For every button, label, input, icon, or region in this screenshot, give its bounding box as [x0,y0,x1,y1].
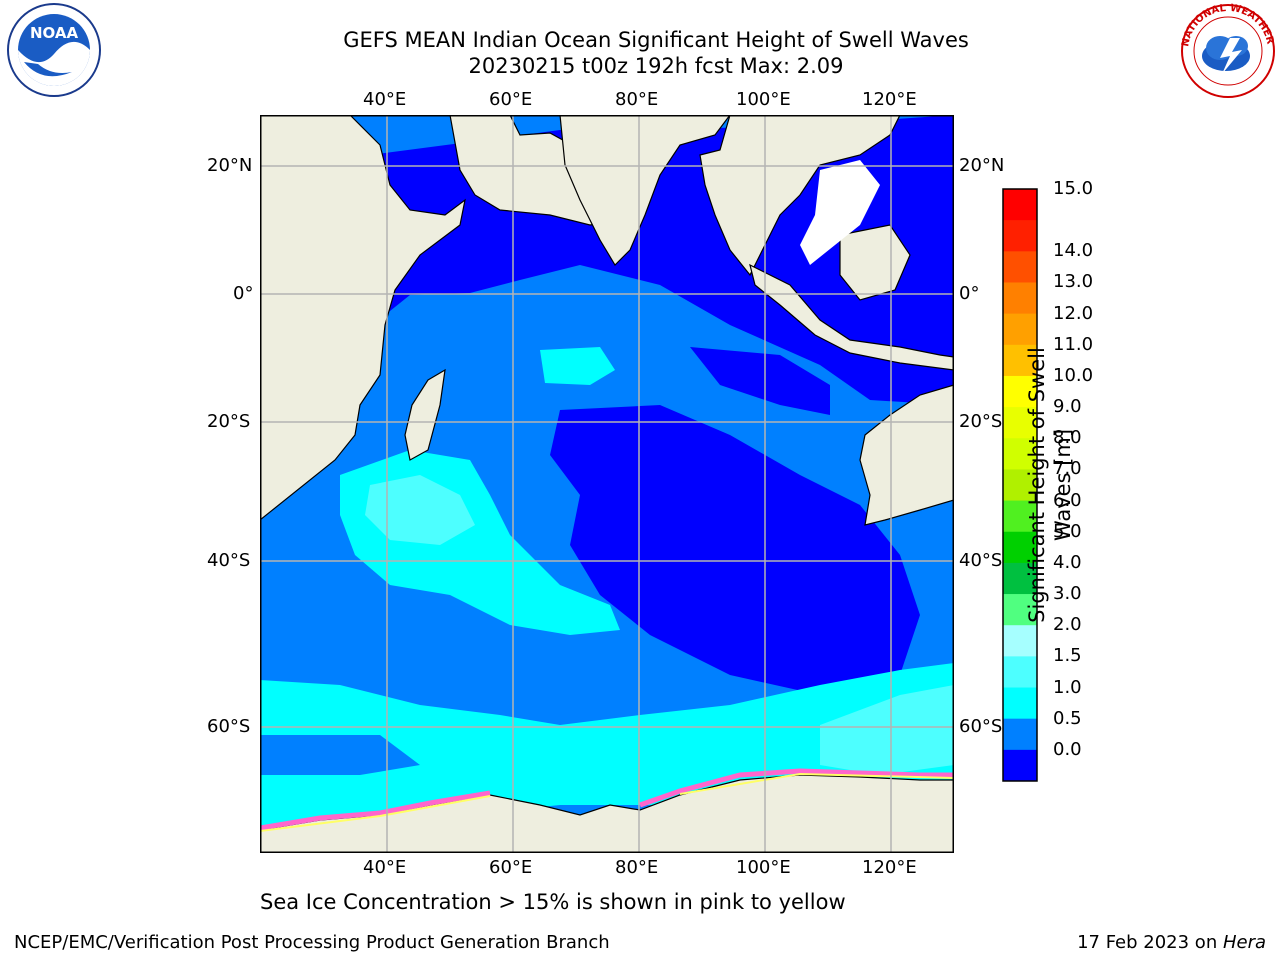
swell-patch-0-5-1-0-south [260,735,420,775]
colorbar-tick-label: 10.0 [1053,364,1094,386]
colorbar-tick-label: 14.0 [1053,240,1094,262]
lat-label-left: 20°N [207,155,253,176]
colorbar-tick-label: 2.0 [1053,614,1082,636]
lat-label-right: 60°S [959,716,1003,737]
colorbar-segment [1003,469,1037,502]
colorbar-segment [1003,749,1037,782]
lon-label-bottom: 100°E [736,857,791,878]
colorbar-tick-label: 13.0 [1053,271,1094,293]
colorbar-segment [1003,625,1037,657]
lon-label-top: 80°E [615,89,659,110]
lat-label-right: 20°S [959,411,1003,432]
sea-ice-fringe-east [639,768,954,808]
colorbar-tick-label: 1.5 [1053,645,1082,667]
sea-ice-fringe-west [260,790,491,831]
land-india [559,115,731,266]
swell-patch-1-0-1-5-north [540,347,615,385]
land-madagascar [404,368,446,461]
colorbar-segment [1003,562,1037,595]
lon-label-bottom: 80°E [615,857,659,878]
map-subtitle: 20230215 t00z 192h fcst Max: 2.09 [468,54,844,78]
colorbar-segment [1003,344,1037,377]
sea-ice-caption: Sea Ice Concentration > 15% is shown in … [260,890,846,914]
colorbar-tick-label: 6.0 [1053,489,1082,511]
lat-label-right: 0° [959,283,980,304]
missing-data-patch [800,160,880,265]
colorbar-segment [1003,282,1037,315]
lon-label-bottom: 60°E [489,857,533,878]
lon-label-top: 100°E [736,89,791,110]
colorbar-tick-label: 3.0 [1053,583,1082,605]
colorbar-tick-label: 12.0 [1053,302,1094,324]
lon-label-top: 120°E [862,89,917,110]
colorbar-tick-label: 9.0 [1053,396,1082,418]
colorbar-title-line1: Significant Height of Swell [1025,347,1049,623]
colorbar-segment [1003,220,1037,252]
map-title: GEFS MEAN Indian Ocean Significant Heigh… [343,28,969,52]
map-border [260,115,954,853]
lat-label-left: 20°S [207,411,251,432]
colorbar-tick-label: 0.0 [1053,738,1082,760]
colorbar-tick-label: 15.0 [1053,178,1094,199]
colorbar-segment [1003,500,1037,533]
colorbar-tick-label: 8.0 [1053,427,1082,449]
colorbar-tick-label: 4.0 [1053,551,1082,573]
swell-patch-0-0-5 [690,347,830,415]
swell-band-0-0-5-central [550,405,920,695]
lat-label-left: 40°S [207,550,251,571]
colorbar [1002,188,1038,782]
colorbar-tick-label: 0.5 [1053,707,1082,729]
lat-label-right: 40°S [959,550,1003,571]
sea-ice-yellow-west [260,795,491,832]
swell-height-map [260,115,954,853]
colorbar-segment [1003,656,1037,689]
footer-date: 17 Feb 2023 on Hera [1077,932,1266,953]
footer-date-text: 17 Feb 2023 on [1077,932,1223,953]
colorbar-segment [1003,594,1037,626]
colorbar-segment [1003,438,1037,470]
lon-label-top: 40°E [363,89,407,110]
lon-label-bottom: 120°E [862,857,917,878]
colorbar-tick-label: 5.0 [1053,520,1082,542]
colorbar-tick-label: 11.0 [1053,333,1094,355]
swell-band-1-5-2-0-west [365,475,475,545]
graticule [260,115,954,853]
lat-label-right: 20°N [959,155,1005,176]
land-australia [859,384,954,526]
colorbar-tick-label: 7.0 [1053,458,1082,480]
colorbar-tick-label: 1.0 [1053,676,1082,698]
colorbar-segment [1003,251,1037,283]
colorbar-segment [1003,189,1037,221]
noaa-logo-text: NOAA [30,24,79,42]
colorbar-segment [1003,313,1037,346]
footer-producer: NCEP/EMC/Verification Post Processing Pr… [14,932,610,953]
colorbar-title-line2: Waves [m] [1051,428,1075,542]
lat-label-left: 60°S [207,716,251,737]
noaa-logo: NOAA [7,3,101,97]
footer-host: Hera [1222,932,1266,953]
colorbar-segment [1003,407,1037,439]
swell-band-1-5-2-0-south [820,685,954,775]
lon-label-top: 60°E [489,89,533,110]
colorbar-border [1002,188,1038,782]
colorbar-segment [1003,531,1037,564]
colorbar-segment [1003,375,1037,408]
nws-logo: NATIONAL WEATHER SERVICE [1176,2,1276,98]
sea-ice-yellow-east [679,772,954,795]
land-borneo [839,224,911,301]
colorbar-segment [1003,718,1037,751]
lat-label-left: 0° [233,283,254,304]
colorbar-title: Significant Height of Swell Waves [m] [1024,335,1076,635]
lon-label-bottom: 40°E [363,857,407,878]
land-indonesia [749,263,954,371]
colorbar-segment [1003,687,1037,720]
